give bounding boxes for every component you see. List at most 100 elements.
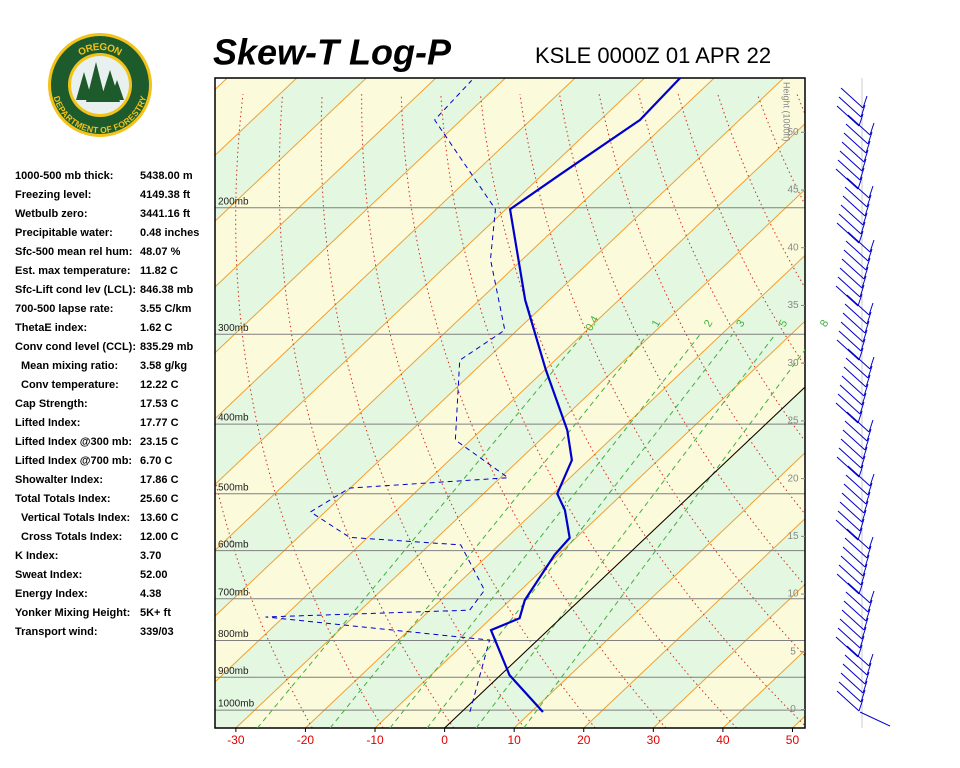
- barb-staff: [846, 528, 870, 550]
- barb-flag: [868, 653, 874, 667]
- barb-flag: [869, 239, 875, 253]
- barb-flag: [857, 644, 863, 658]
- y2-tick-label: 15: [787, 531, 799, 542]
- barb-flag: [868, 302, 874, 316]
- barb-staff: [859, 711, 891, 727]
- barb-flag: [869, 473, 875, 487]
- isotherm: [215, 78, 715, 551]
- barb-flag: [867, 131, 873, 145]
- barb-flag: [867, 365, 873, 379]
- isotherm: [215, 78, 367, 222]
- barb-staff: [836, 573, 860, 595]
- barb-flag: [860, 572, 866, 586]
- barb-flag: [858, 581, 864, 595]
- barb-staff: [841, 375, 865, 397]
- mixing-ratio-label: 5: [777, 318, 790, 329]
- logo: OREGON DEPARTMENT OF FORESTRY: [48, 33, 152, 137]
- dry-adiabat: [559, 94, 805, 587]
- index-value: 12.00 C: [140, 531, 179, 543]
- y2-tick-label: 20: [787, 473, 799, 484]
- y-tick-label: 500mb: [218, 482, 249, 493]
- y2-tick-label: 0: [790, 704, 796, 715]
- index-label: Lifted Index @300 mb:: [15, 436, 132, 448]
- barb-staff: [837, 159, 861, 181]
- barb-staff: [837, 276, 861, 298]
- x-tick-label: 50: [786, 733, 800, 747]
- barb-flag: [861, 392, 867, 406]
- barb-flag: [859, 635, 865, 649]
- logo-top: OREGON: [76, 41, 123, 58]
- barb-flag: [862, 212, 868, 226]
- index-label: Total Totals Index:: [15, 493, 111, 505]
- index-label: Mean mixing ratio:: [21, 360, 118, 372]
- x-tick-label: 0: [441, 733, 448, 747]
- barb-staff: [836, 690, 860, 712]
- barb-staff: [846, 177, 870, 199]
- isotherm: [235, 188, 805, 728]
- barb-staff: [836, 222, 860, 244]
- barb-staff: [835, 285, 859, 307]
- barb-staff: [840, 555, 864, 577]
- barb-flag: [861, 626, 867, 640]
- index-label: Conv temperature:: [21, 379, 119, 391]
- index-value: 48.07 %: [140, 246, 181, 258]
- dry-adiabat: [235, 94, 384, 728]
- index-label: Wetbulb zero:: [15, 208, 88, 220]
- logo-top-text: OREGON: [76, 41, 123, 58]
- dry-adiabat: [916, 94, 960, 728]
- dry-adiabat: [215, 477, 313, 728]
- indices: 1000-500 mb thick: 5438.00 m Freezing leve…: [15, 170, 199, 638]
- index-value: 3.55 C/km: [140, 303, 192, 315]
- x-tick-label: 40: [716, 733, 730, 747]
- isotherm: [792, 715, 805, 728]
- index-label: Cross Totals Index:: [21, 531, 122, 543]
- mixing-ratio-line: [426, 333, 734, 728]
- barb-flag: [863, 500, 869, 514]
- index-label: ThetaE index:: [15, 322, 87, 334]
- barb-staff: [838, 681, 862, 703]
- barb-staff: [841, 258, 865, 280]
- y-tick-label: 700mb: [218, 587, 249, 598]
- barb-staff: [835, 519, 859, 541]
- barb-flag: [860, 455, 866, 469]
- isotherm: [652, 583, 805, 728]
- index-label: Sweat Index:: [15, 569, 82, 581]
- barb-flag: [861, 275, 867, 289]
- index-value: 17.86 C: [140, 474, 179, 486]
- barb-staff: [844, 654, 868, 676]
- barb-flag: [860, 221, 866, 235]
- index-label: Vertical Totals Index:: [21, 512, 130, 524]
- barb-flag: [863, 383, 869, 397]
- barb-staff: [842, 546, 866, 568]
- barb-staff: [842, 429, 866, 451]
- index-value: 4.38: [140, 588, 161, 600]
- index-label: 1000-500 mb thick:: [15, 170, 113, 182]
- barb-staff: [842, 312, 866, 334]
- barb-staff: [847, 231, 871, 253]
- barb-staff: [838, 330, 862, 352]
- dry-adiabat: [955, 94, 960, 728]
- index-label: Energy Index:: [15, 588, 88, 600]
- barb-staff: [844, 303, 868, 325]
- barb-flag: [861, 509, 867, 523]
- index-value: 13.60 C: [140, 512, 179, 524]
- index-value: 11.82 C: [140, 265, 178, 277]
- barb-staff: [847, 465, 871, 487]
- barb-flag: [865, 491, 871, 505]
- y-tick-label: 200mb: [218, 196, 249, 207]
- dry-adiabat: [278, 94, 455, 728]
- isotherm: [305, 254, 805, 728]
- x-tick-label: 10: [507, 733, 521, 747]
- mixing-ratio-line: [329, 333, 649, 728]
- barb-flag: [864, 671, 870, 685]
- barb-staff: [840, 204, 864, 226]
- dry-adiabat: [479, 94, 805, 727]
- y2-tick-label: 10: [787, 589, 799, 600]
- barb-flag: [860, 104, 866, 118]
- y-tick-label: 800mb: [218, 629, 249, 640]
- barb-staff: [835, 402, 859, 424]
- mixing-ratio-label: 3: [734, 318, 747, 329]
- barb-flag: [866, 428, 872, 442]
- y2-tick-label: 40: [787, 242, 799, 253]
- y-tick-label: 900mb: [218, 666, 249, 677]
